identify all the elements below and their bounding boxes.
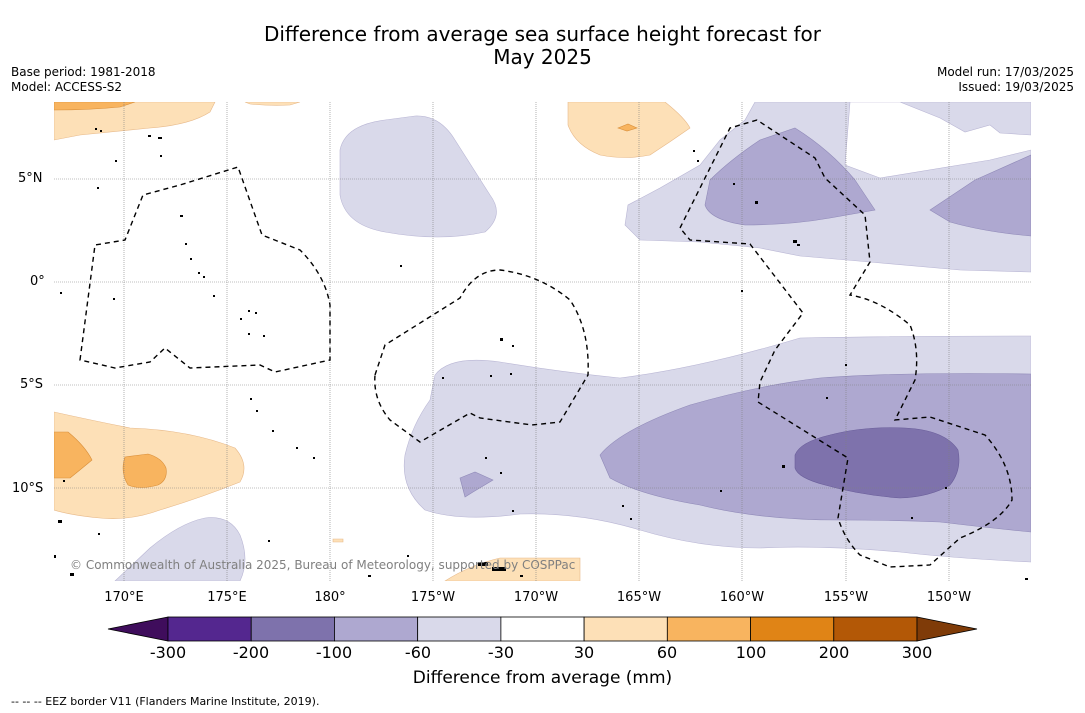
colorbar-bin bbox=[250, 616, 335, 642]
lat-label-10s: 10°S bbox=[12, 481, 44, 496]
lon-label-170w: 170°W bbox=[513, 590, 559, 605]
colorbar-tick: 30 bbox=[573, 643, 595, 662]
model-name: Model: ACCESS-S2 bbox=[11, 80, 123, 94]
colorbar-bin bbox=[750, 616, 835, 642]
model-run-date: Model run: 17/03/2025 bbox=[936, 65, 1074, 79]
colorbar-label: Difference from average (mm) bbox=[412, 668, 673, 688]
anomaly-neg-100-200 bbox=[794, 427, 960, 499]
islands bbox=[54, 128, 1028, 580]
colorbar-bin bbox=[583, 616, 668, 642]
colorbar-bin bbox=[167, 616, 252, 642]
map-title-line-1: Difference from average sea surface heig… bbox=[263, 22, 822, 46]
lon-label-180: 180° bbox=[314, 590, 346, 605]
lon-label-175w: 175°W bbox=[410, 590, 456, 605]
colorbar-tick: -60 bbox=[404, 643, 432, 662]
colorbar-bin bbox=[833, 616, 918, 642]
run-info: Model run: 17/03/2025 Issued: 19/03/2025 bbox=[937, 65, 1074, 95]
colorbar-tick: -300 bbox=[149, 643, 187, 662]
eez-legend: -- -- -- EEZ border V11 (Flanders Marine… bbox=[11, 695, 320, 708]
colorbar-tick: 100 bbox=[735, 643, 767, 662]
eez-borders bbox=[79, 119, 1013, 568]
colorbar-extend-high bbox=[916, 616, 978, 642]
map-graticule bbox=[54, 102, 1031, 581]
lat-label-5n: 5°N bbox=[18, 171, 43, 186]
lon-label-170e: 170°E bbox=[104, 590, 144, 605]
colorbar-bin bbox=[666, 616, 751, 642]
colorbar-extend-low bbox=[107, 616, 169, 642]
colorbar-tick: 200 bbox=[818, 643, 850, 662]
base-period: Base period: 1981-2018 bbox=[11, 65, 156, 79]
anomaly-pos-30-60 bbox=[54, 102, 691, 581]
lon-label-155w: 155°W bbox=[823, 590, 869, 605]
lat-label-5s: 5°S bbox=[20, 377, 44, 392]
lon-label-165w: 165°W bbox=[616, 590, 662, 605]
lon-label-150w: 150°W bbox=[926, 590, 972, 605]
colorbar-tick: -30 bbox=[487, 643, 515, 662]
lon-label-175e: 175°E bbox=[207, 590, 247, 605]
model-info: Base period: 1981-2018 Model: ACCESS-S2 bbox=[11, 65, 156, 95]
colorbar-bin bbox=[334, 616, 419, 642]
colorbar-tick: -200 bbox=[232, 643, 270, 662]
lon-label-160w: 160°W bbox=[719, 590, 765, 605]
issued-date: Issued: 19/03/2025 bbox=[958, 80, 1074, 94]
colorbar-tick: 300 bbox=[901, 643, 933, 662]
lat-label-0: 0° bbox=[30, 274, 45, 289]
colorbar-bin bbox=[417, 616, 502, 642]
colorbar-tick: 60 bbox=[656, 643, 678, 662]
map-title-line-2: May 2025 bbox=[493, 45, 592, 69]
anomaly-pos-60-100 bbox=[54, 102, 638, 488]
colorbar-bin bbox=[500, 616, 585, 642]
copyright-notice: © Commonwealth of Australia 2025, Bureau… bbox=[70, 558, 576, 572]
colorbar-tick: -100 bbox=[315, 643, 353, 662]
